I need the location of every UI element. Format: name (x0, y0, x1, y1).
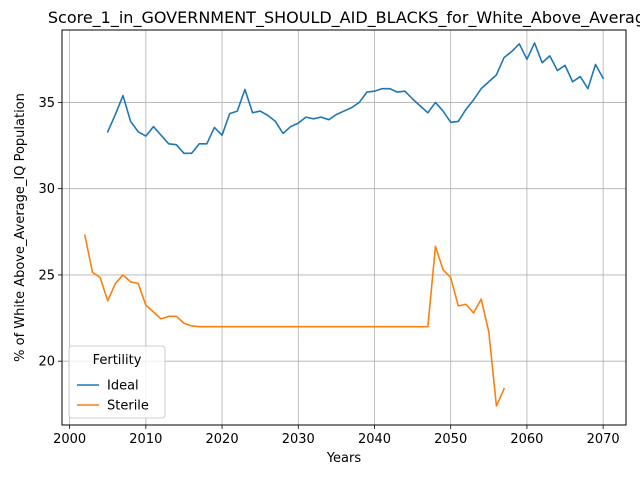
x-tick-label: 2060 (510, 432, 543, 447)
y-tick-label: 35 (38, 96, 55, 111)
legend-title: Fertility (93, 353, 142, 368)
series-layer (83, 42, 605, 407)
x-tick-label: 2010 (129, 432, 162, 447)
x-axis-label: Years (326, 451, 362, 466)
x-tick-label: 2050 (434, 432, 467, 447)
x-tick-label: 2070 (587, 432, 620, 447)
legend-box (68, 345, 166, 419)
x-tick-label: 2020 (206, 432, 239, 447)
x-axis: 2000 2010 2020 2030 2040 2050 2060 2070 (53, 425, 620, 447)
legend-label-ideal: Ideal (107, 379, 139, 394)
y-tick-label: 30 (38, 182, 55, 197)
legend-entries: Ideal Sterile (77, 379, 149, 414)
legend: Fertility Ideal Sterile (68, 345, 166, 419)
x-tick-label: 2000 (53, 432, 86, 447)
x-tick-label: 2030 (282, 432, 315, 447)
chart-title: Score_1_in_GOVERNMENT_SHOULD_AID_BLACKS_… (48, 8, 640, 28)
x-tick-label: 2040 (358, 432, 391, 447)
y-axis-label: % of White Above_Average_IQ Population (13, 93, 28, 362)
series-line-sterile (83, 234, 506, 407)
legend-label-sterile: Sterile (107, 399, 149, 414)
y-tick-label: 20 (38, 355, 55, 370)
y-axis: 20 25 30 35 (38, 96, 62, 370)
y-tick-label: 25 (38, 268, 55, 283)
plot-frame (61, 29, 627, 426)
series-line-ideal (106, 42, 605, 155)
grid (62, 30, 626, 425)
